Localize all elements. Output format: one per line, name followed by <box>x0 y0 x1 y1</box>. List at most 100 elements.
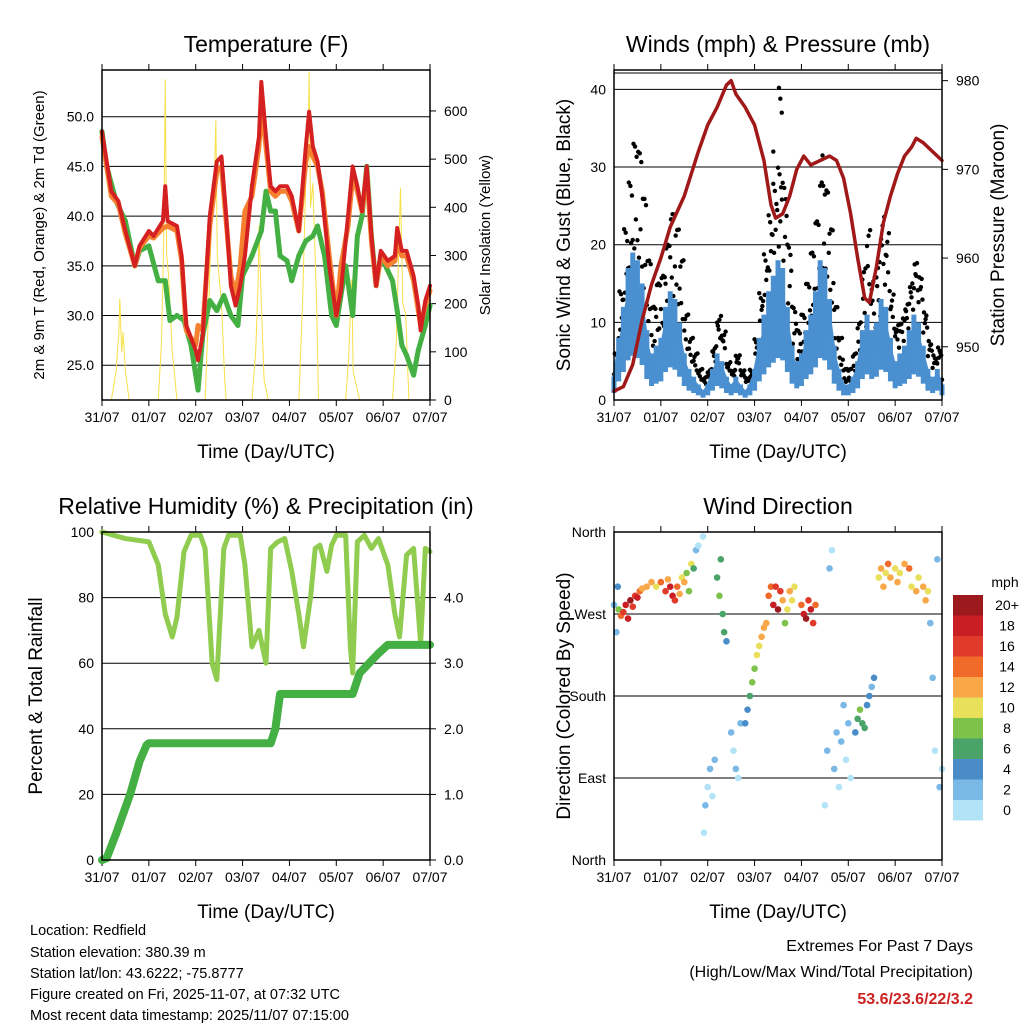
direction-point <box>673 583 681 590</box>
legend-swatch <box>953 800 983 821</box>
elevation-text: Station elevation: 380.39 m <box>30 945 206 961</box>
x-axis-label: Time (Day/UTC) <box>709 442 847 463</box>
plot-frame <box>613 69 943 401</box>
gust-point <box>736 360 742 366</box>
dewpoint-point <box>235 322 241 328</box>
gust-point <box>678 300 684 306</box>
gust-point <box>849 366 854 372</box>
direction-point <box>809 619 817 627</box>
gust-point <box>919 276 924 282</box>
gust-point <box>635 238 640 243</box>
gust-point <box>782 234 788 240</box>
y-tick-label: 45.0 <box>67 158 94 174</box>
gust-point <box>862 310 867 316</box>
gust-point <box>830 228 835 233</box>
dewpoint-point <box>303 238 309 244</box>
dewpoint-point <box>263 188 269 194</box>
x-tick-label: 02/07 <box>690 869 725 885</box>
gust-point <box>662 275 667 280</box>
gust-point <box>899 321 904 327</box>
legend-label: 6 <box>1003 741 1011 757</box>
winds-pressure-panel: Winds (mph) & Pressure (mb) Time (Day/UTC… <box>554 31 1009 463</box>
dewpoint-point <box>289 278 295 284</box>
gust-point <box>653 306 658 312</box>
gust-point <box>774 201 779 207</box>
gust-point <box>864 243 870 249</box>
x-tick-label: 02/07 <box>178 869 213 885</box>
y-tick-label: 30.0 <box>67 308 94 324</box>
direction-point <box>666 583 674 590</box>
temp-2m-line <box>100 79 432 363</box>
gust-point <box>797 331 803 336</box>
gust-point <box>715 323 721 329</box>
direction-point <box>751 665 758 672</box>
direction-point <box>711 756 719 764</box>
direction-point <box>837 738 845 745</box>
y-tick-label: 20 <box>78 786 94 802</box>
x-tick-label: 01/07 <box>131 869 166 885</box>
direction-point <box>882 569 890 577</box>
x-tick-label: 06/07 <box>366 409 401 425</box>
gust-point <box>677 286 682 291</box>
direction-point <box>720 628 728 636</box>
y2-tick-label: 960 <box>956 250 980 266</box>
y-tick-label: 0 <box>86 852 94 868</box>
direction-point <box>765 592 772 600</box>
dewpoint-point <box>221 293 227 299</box>
gust-point <box>784 213 789 219</box>
gust-point <box>649 332 654 338</box>
direction-point <box>852 729 859 736</box>
direction-point <box>680 578 688 586</box>
gust-point <box>767 268 772 273</box>
panel-title: Relative Humidity (%) & Precipitation (i… <box>58 493 473 519</box>
y2-tick-label: 0.0 <box>444 852 464 868</box>
gust-point <box>846 375 852 380</box>
y-tick-label: 35.0 <box>67 258 94 274</box>
gust-point <box>700 366 705 372</box>
direction-point <box>894 578 901 586</box>
gust-point <box>842 376 847 381</box>
x-tick-label: 07/07 <box>924 409 959 425</box>
extremes-summary: Extremes For Past 7 Days (High/Low/Max W… <box>689 938 973 1008</box>
direction-point <box>690 565 697 572</box>
gust-point <box>643 202 649 208</box>
direction-point <box>781 619 789 627</box>
direction-point <box>830 765 838 773</box>
gust-point <box>685 312 691 317</box>
dewpoint-point <box>333 322 339 328</box>
gust-point <box>839 335 845 341</box>
gust-point <box>935 361 940 366</box>
gust-point <box>792 331 797 336</box>
gust-point <box>653 314 659 319</box>
gust-point <box>639 159 644 165</box>
x-tick-label: 01/07 <box>643 409 678 425</box>
location-text: Location: Redfield <box>30 923 146 939</box>
x-tick-label: 04/07 <box>272 869 307 885</box>
gust-point <box>920 297 925 302</box>
y2-tick-label: 100 <box>444 344 468 360</box>
gust-point <box>899 329 905 335</box>
extremes-title: Extremes For Past 7 Days <box>786 938 973 955</box>
gust-point <box>909 295 914 300</box>
y-tick-label: 20 <box>590 237 606 253</box>
direction-point <box>622 601 630 609</box>
y-tick-label: South <box>569 688 606 704</box>
gust-point <box>657 283 663 288</box>
gust-point <box>807 308 813 313</box>
gust-point <box>767 220 773 225</box>
direction-point <box>753 651 761 659</box>
gust-point <box>728 360 733 365</box>
direction-point <box>807 606 815 613</box>
x-tick-label: 01/07 <box>643 869 678 885</box>
direction-point <box>912 587 920 595</box>
dewpoint-point <box>350 313 356 319</box>
latest-data-text: Most recent data timestamp: 2025/11/07 0… <box>30 1008 349 1024</box>
gust-point <box>779 110 784 115</box>
direction-point <box>723 638 730 645</box>
dewpoint-point <box>415 347 421 353</box>
dewpoint-point <box>394 308 400 314</box>
gust-point <box>775 207 780 213</box>
gust-point <box>663 281 668 286</box>
dewpoint-point <box>214 308 220 314</box>
